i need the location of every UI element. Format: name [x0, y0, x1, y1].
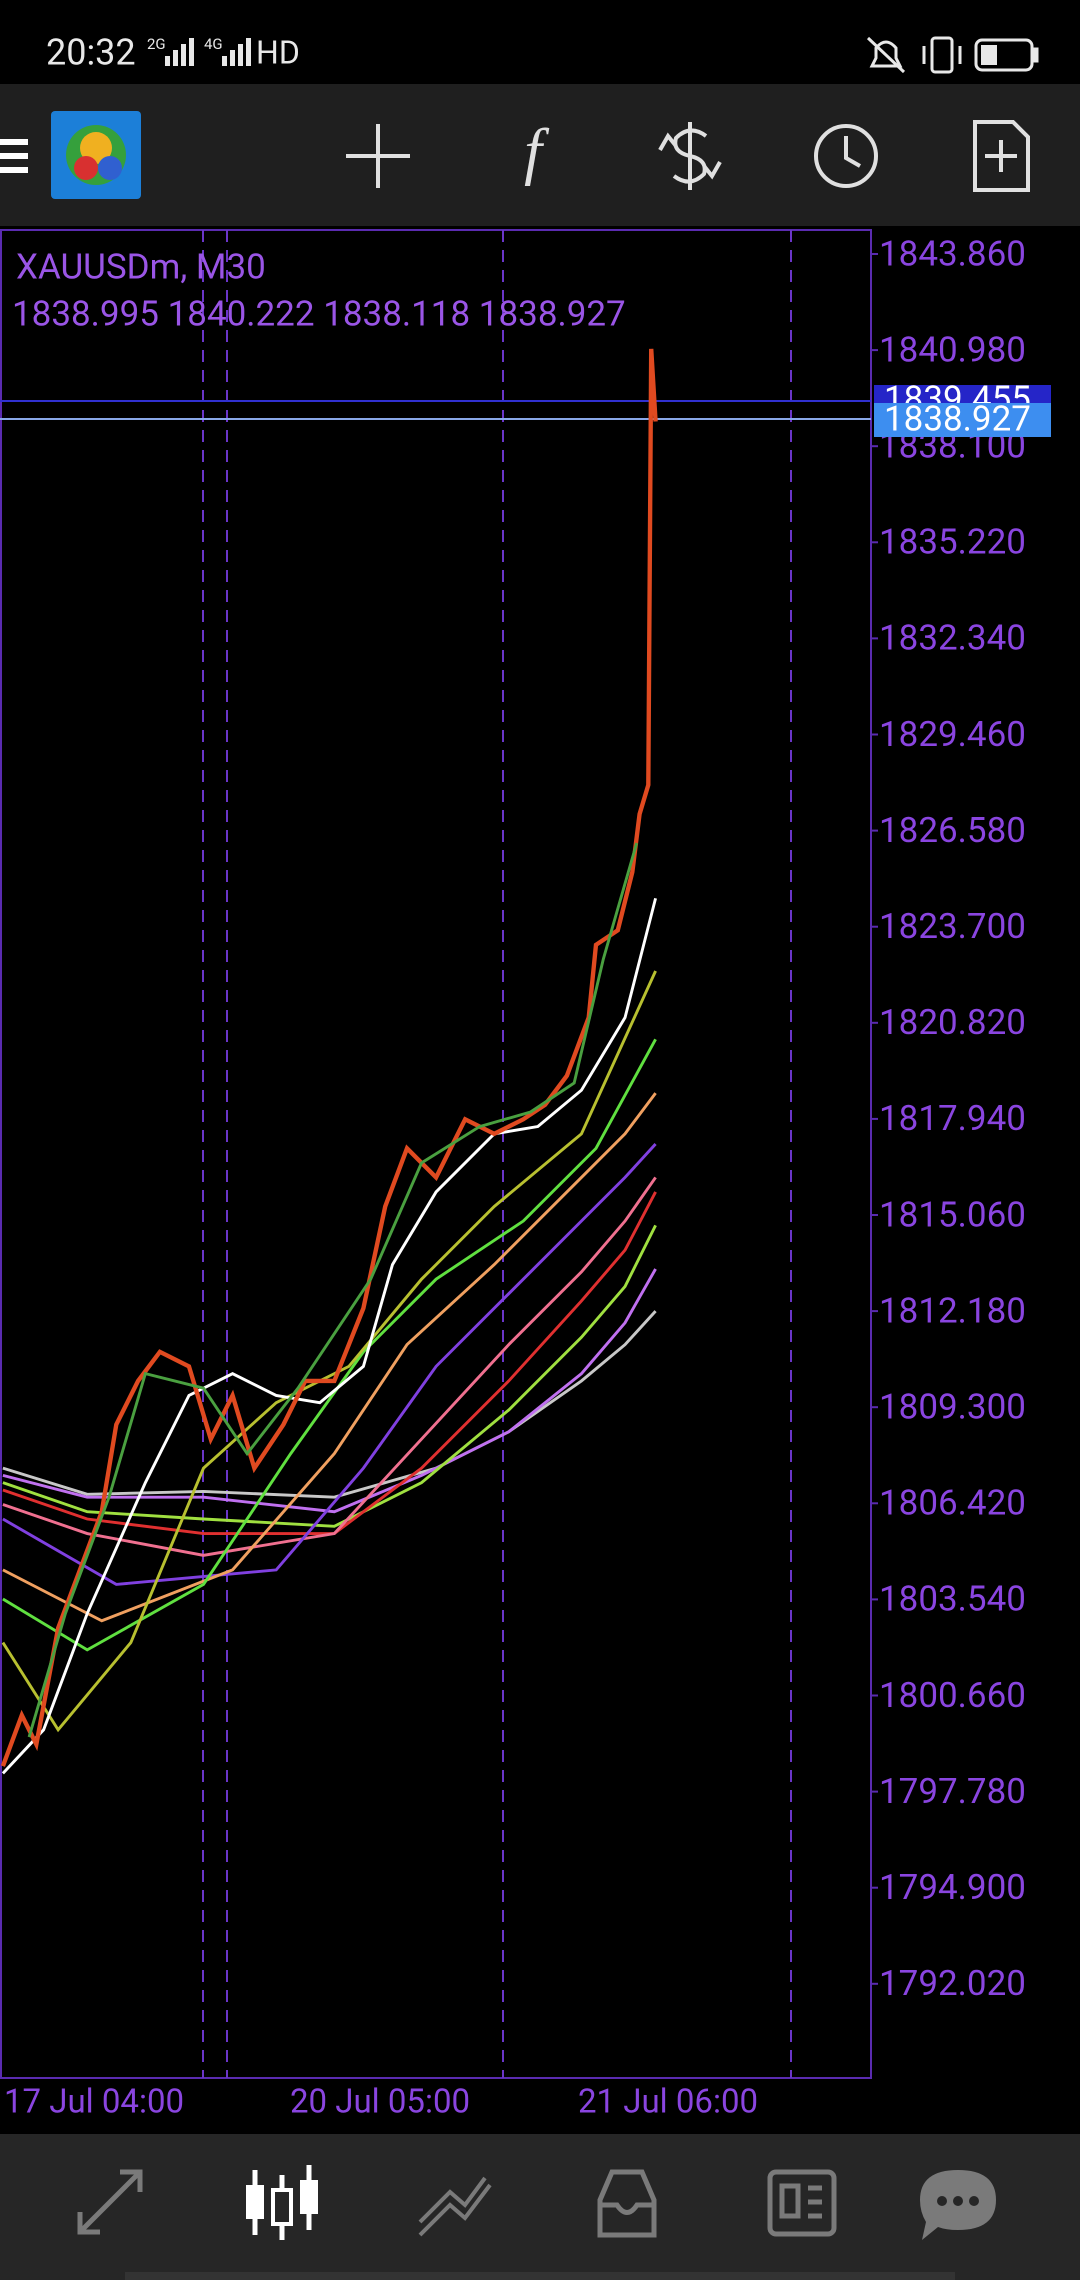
- history-tab[interactable]: [597, 2169, 657, 2238]
- price-label: 1843.860: [879, 233, 1026, 274]
- price-label: 1812.180: [879, 1290, 1026, 1331]
- bid-price: 1838.927: [884, 398, 1031, 439]
- signal-icon: [222, 38, 251, 66]
- moving-average: [2, 1143, 657, 1586]
- moving-average: [2, 1268, 657, 1514]
- moving-average: [2, 1176, 657, 1557]
- ohlc-label: 1838.995 1840.222 1838.118 1838.927: [12, 293, 626, 334]
- price-label: 1829.460: [879, 714, 1026, 755]
- price-label: 1823.700: [879, 906, 1026, 947]
- moving-average: [2, 1038, 657, 1652]
- price-label: 1797.780: [879, 1771, 1026, 1812]
- app-logo[interactable]: [51, 111, 141, 199]
- time-label: 20 Jul 05:00: [290, 2083, 470, 2122]
- new-order-button[interactable]: [973, 120, 1030, 192]
- price-drawing: [0, 348, 658, 1775]
- price-label: 1832.340: [879, 618, 1026, 659]
- price-line: [27, 842, 639, 1738]
- price-label: 1794.900: [879, 1867, 1026, 1908]
- price-label: 1792.020: [879, 1963, 1026, 2004]
- status-time: 20:32: [46, 32, 136, 74]
- timeframe-button[interactable]: [814, 124, 878, 188]
- moving-average: [1, 970, 657, 1733]
- chart-frame: [0, 229, 872, 2079]
- price-label: 1820.820: [879, 1002, 1026, 1043]
- price-label: 1817.940: [879, 1098, 1026, 1139]
- crosshair-button[interactable]: [346, 124, 410, 188]
- time-label: 17 Jul 04:00: [4, 2083, 184, 2122]
- hd-indicator: HD: [256, 33, 300, 71]
- price-label: 1806.420: [879, 1483, 1026, 1524]
- moving-average: [2, 1092, 657, 1623]
- news-tab[interactable]: [767, 2169, 837, 2237]
- signal-icon: [165, 38, 194, 66]
- menu-button[interactable]: [0, 139, 28, 173]
- price-label: 1809.300: [879, 1386, 1026, 1427]
- quotes-tab[interactable]: [77, 2169, 143, 2235]
- price-label: 1815.060: [879, 1194, 1026, 1235]
- price-axis: 1843.8601840.9801838.1001835.2201832.340…: [871, 233, 1026, 2004]
- moving-average: [2, 1224, 657, 1528]
- symbol-label: XAUUSDm, M30: [16, 246, 266, 287]
- price-label: 1826.580: [879, 810, 1026, 851]
- trade-button[interactable]: [658, 122, 722, 190]
- moving-average: [1, 897, 657, 1775]
- price-label: 1835.220: [879, 522, 1026, 563]
- toolbar: [0, 84, 1080, 226]
- chart-area: [0, 228, 1080, 2080]
- period-separators: [202, 230, 792, 2078]
- price-label: 1800.660: [879, 1675, 1026, 1716]
- price-label: 1803.540: [879, 1579, 1026, 1620]
- status-icons: [866, 36, 1039, 74]
- battery-level: [981, 45, 997, 65]
- bottom-nav: [0, 2134, 1080, 2280]
- time-axis: 17 Jul 04:00 20 Jul 05:00 21 Jul 06:00: [4, 2083, 758, 2122]
- time-label: 21 Jul 06:00: [578, 2083, 758, 2122]
- network-type: 4G: [204, 35, 223, 53]
- trade-tab[interactable]: [418, 2176, 492, 2237]
- network-type: 2G: [147, 35, 166, 53]
- price-label: 1840.980: [879, 329, 1026, 370]
- nav-handle: [125, 2272, 955, 2280]
- bid-box: [874, 403, 1051, 437]
- chat-tab[interactable]: [920, 2170, 996, 2240]
- chart-tab[interactable]: [246, 2165, 318, 2240]
